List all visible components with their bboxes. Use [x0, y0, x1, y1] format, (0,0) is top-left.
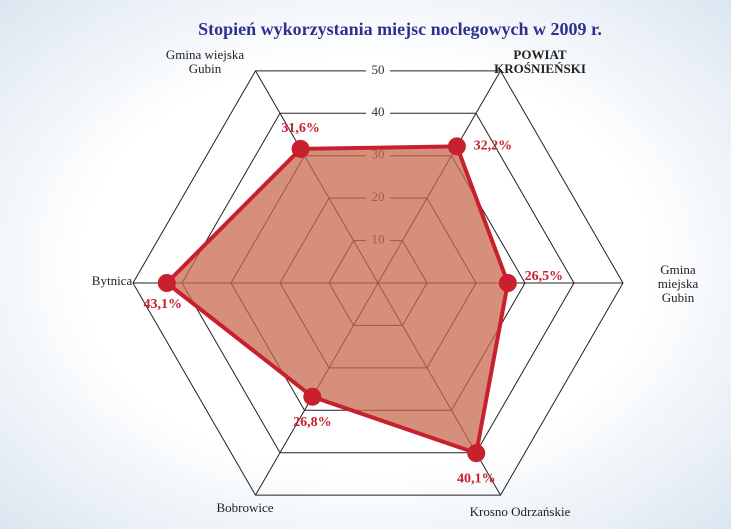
category-label: Gmina wiejska Gubin: [165, 47, 245, 76]
tick-label-bg: [366, 63, 390, 78]
data-point: [467, 444, 486, 463]
tick-label-bg: [366, 106, 390, 121]
category-label: POWIAT KROŚNIEŃSKI: [494, 47, 586, 76]
data-point: [498, 274, 517, 292]
category-label: Krosno Odrzańskie: [469, 504, 571, 519]
data-label: 43,1%: [144, 297, 183, 312]
data-label: 26,8%: [293, 415, 332, 430]
data-label: 31,6%: [281, 121, 320, 136]
category-label: Bobrowice: [216, 500, 274, 515]
data-label: 26,5%: [525, 269, 564, 284]
r-tick-label: 50: [372, 62, 385, 77]
r-tick-label: 40: [372, 104, 385, 119]
data-point: [447, 137, 466, 156]
data-label: 40,1%: [457, 471, 496, 486]
data-point: [303, 387, 322, 406]
data-area: [164, 144, 510, 456]
category-label: Bytnica: [91, 273, 133, 288]
data-point: [157, 274, 176, 292]
data-point: [291, 139, 310, 158]
data-label: 32,2%: [474, 139, 513, 154]
category-label: Gmina miejska Gubin: [657, 262, 699, 305]
chart-title: Stopień wykorzystania miejsc noclegowych…: [198, 19, 602, 39]
